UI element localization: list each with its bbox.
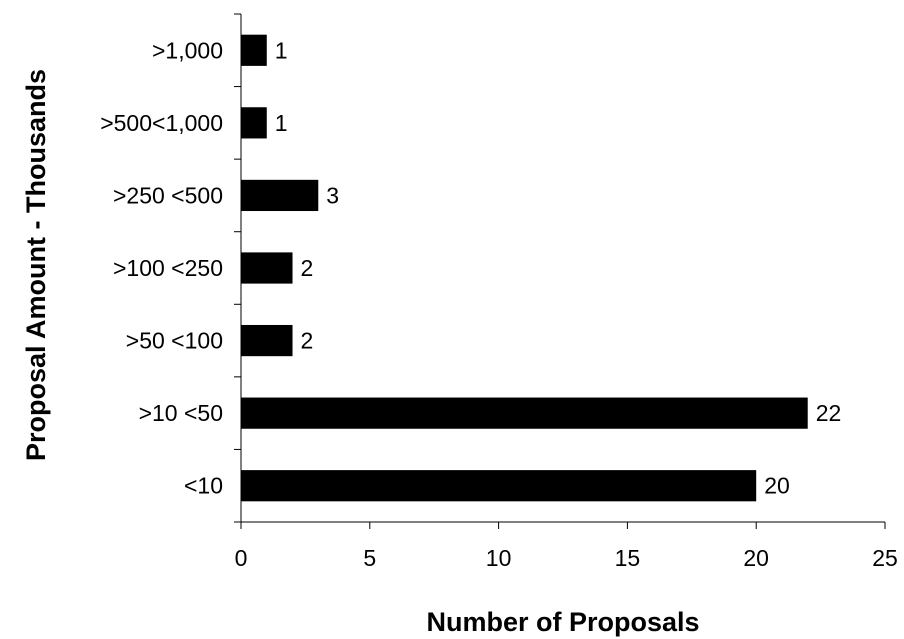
x-tick-label-1: 5 <box>363 545 376 571</box>
bar-5 <box>241 397 808 429</box>
x-tick-label-4: 20 <box>743 545 769 571</box>
axes-layer: >1,000 >500<1,000 >250 <500 >100 <250 >50 <1… <box>100 13 898 571</box>
bar-2 <box>241 179 319 212</box>
bar-6 <box>241 470 757 502</box>
data-label-0: 1 <box>275 37 288 63</box>
data-label-2: 3 <box>326 182 339 208</box>
x-tick-label-5: 25 <box>872 545 898 571</box>
bar-0 <box>241 34 267 66</box>
bar-3 <box>241 252 293 284</box>
x-tick-label-2: 10 <box>486 545 512 571</box>
category-label-4: >50 <100 <box>126 328 223 354</box>
category-label-1: >500<1,000 <box>100 110 223 136</box>
category-label-5: >10 <50 <box>139 400 223 426</box>
data-label-4: 2 <box>301 328 314 354</box>
category-label-6: <10 <box>184 473 223 499</box>
category-label-3: >100 <250 <box>113 255 223 281</box>
data-label-6: 20 <box>764 473 790 499</box>
bar-4 <box>241 324 293 357</box>
bar-1 <box>241 107 267 139</box>
x-axis-title: Number of Proposals <box>426 607 699 637</box>
data-label-1: 1 <box>275 110 288 136</box>
x-tick-label-0: 0 <box>235 545 248 571</box>
x-tick-label-3: 15 <box>615 545 641 571</box>
data-label-5: 22 <box>816 400 842 426</box>
y-axis-title: Proposal Amount - Thousands <box>21 69 51 461</box>
category-label-2: >250 <500 <box>113 182 223 208</box>
category-label-0: >1,000 <box>152 37 223 63</box>
data-label-3: 2 <box>301 255 314 281</box>
